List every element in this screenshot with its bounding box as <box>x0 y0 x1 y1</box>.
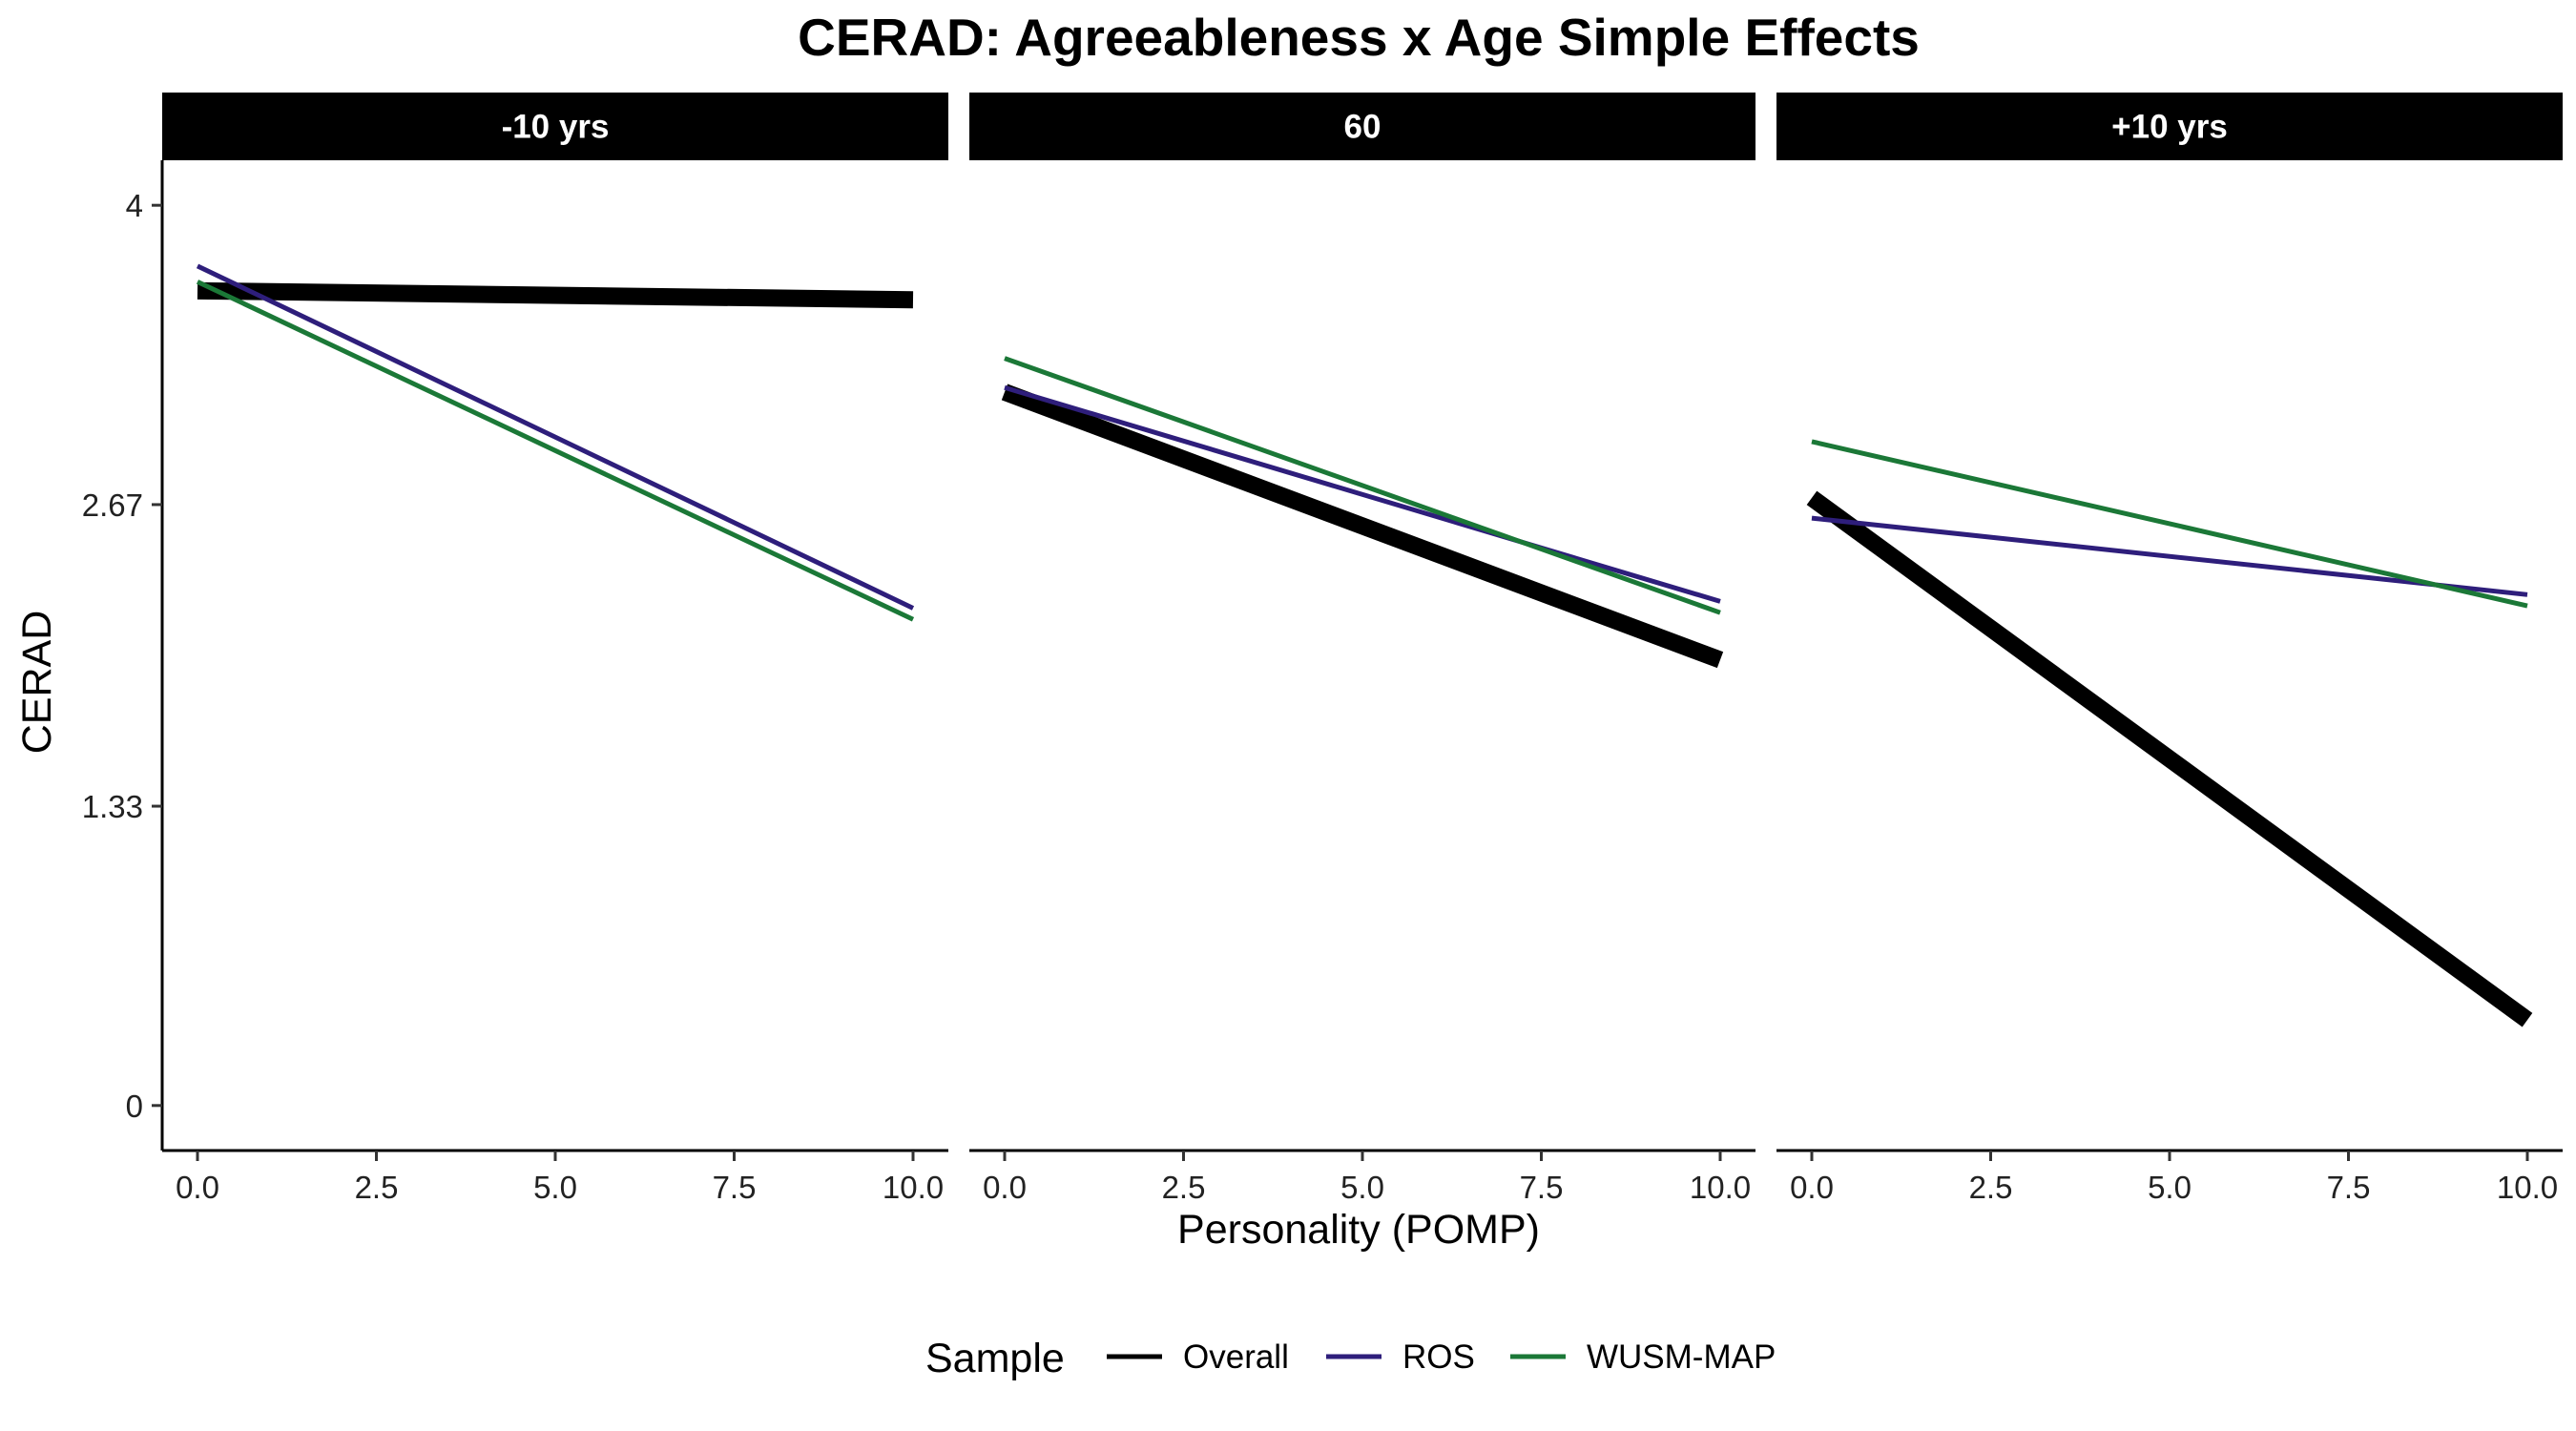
x-tick-label: 10.0 <box>2497 1170 2558 1205</box>
x-tick-label: 7.5 <box>713 1170 757 1205</box>
panel-10-yrs: +10 yrs 0.0 2.5 5.0 7.5 10.0 <box>1776 93 2563 1205</box>
x-tick-label: 5.0 <box>1340 1170 1384 1205</box>
panels: -10 yrs 0.0 2.5 5.0 7.5 10.0 60 0.0 2.5 5.0 7.5 10.… <box>162 93 2563 1205</box>
panel-10-yrs: -10 yrs 0.0 2.5 5.0 7.5 10.0 <box>162 93 948 1205</box>
series-line-ros <box>1811 515 2528 597</box>
strip-label: 60 <box>1344 109 1381 146</box>
y-axis-title: CERAD <box>14 611 60 755</box>
panel-60: 60 0.0 2.5 5.0 7.5 10.0 <box>969 93 1755 1205</box>
x-tick-label: 7.5 <box>1520 1170 1564 1205</box>
legend-item-wusm-map: WUSM-MAP <box>1510 1338 1776 1376</box>
y-tick-label: 1.33 <box>82 789 143 824</box>
series-line-ros <box>196 263 915 611</box>
strip-label: -10 yrs <box>502 109 610 146</box>
x-tick-label: 7.5 <box>2327 1170 2371 1205</box>
series-line-wusm-map <box>1811 439 2528 609</box>
series-line-wusm-map <box>196 280 915 622</box>
series-line-overall <box>197 281 914 309</box>
legend-label: WUSM-MAP <box>1587 1338 1776 1376</box>
series-line-ros <box>1004 384 1721 604</box>
legend-item-overall: Overall <box>1107 1338 1289 1376</box>
x-tick-label: 10.0 <box>883 1170 944 1205</box>
y-tick-label: 0 <box>126 1089 143 1124</box>
strip-header <box>969 93 1755 160</box>
y-tick-label: 4 <box>126 188 143 223</box>
strip-header <box>1776 93 2563 160</box>
legend-label: ROS <box>1402 1338 1475 1376</box>
x-tick-label: 0.0 <box>176 1170 219 1205</box>
x-tick-label: 0.0 <box>1790 1170 1834 1205</box>
strip-label: +10 yrs <box>2111 109 2228 146</box>
series-line-overall <box>1806 490 2533 1027</box>
series-line-wusm-map <box>1004 356 1721 615</box>
legend-item-ros: ROS <box>1326 1338 1475 1376</box>
strip-header <box>162 93 948 160</box>
x-axis-title: Personality (POMP) <box>1177 1207 1540 1253</box>
x-tick-label: 2.5 <box>355 1170 399 1205</box>
chart-title: CERAD: Agreeableness x Age Simple Effect… <box>798 8 1920 67</box>
y-axis: 0 1.33 2.67 4 <box>82 160 164 1151</box>
x-tick-label: 5.0 <box>533 1170 577 1205</box>
x-tick-label: 2.5 <box>1969 1170 2013 1205</box>
y-tick-label: 2.67 <box>82 487 143 523</box>
x-tick-label: 0.0 <box>983 1170 1027 1205</box>
legend-title: Sample <box>925 1336 1065 1381</box>
x-tick-label: 2.5 <box>1162 1170 1206 1205</box>
legend-label: Overall <box>1183 1338 1289 1376</box>
series-line-overall <box>1001 384 1724 669</box>
x-tick-label: 5.0 <box>2148 1170 2192 1205</box>
x-tick-label: 10.0 <box>1690 1170 1751 1205</box>
legend: Sample Overall ROS WUSM-MAP <box>925 1336 1776 1381</box>
